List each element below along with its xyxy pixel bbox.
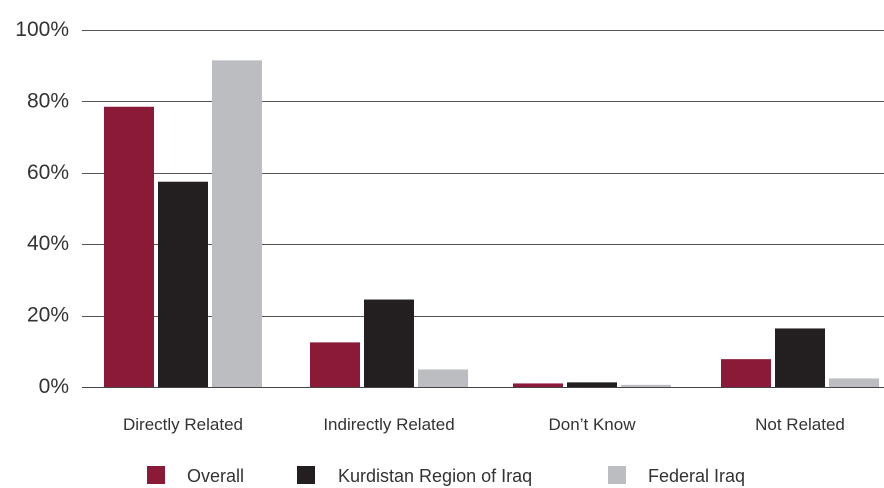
x-category-label: Indirectly Related [323,415,454,434]
x-category-label: Directly Related [123,415,243,434]
bar-overall [513,383,563,387]
y-tick-label: 80% [27,89,69,112]
legend-swatch [608,466,626,484]
legend-label: Overall [187,466,244,486]
bars [104,60,879,387]
bar-federal-iraq [212,60,262,387]
bar-federal-iraq [829,378,879,387]
legend: Overall Kurdistan Region of Iraq Federal I… [147,466,745,486]
bar-kurdistan-region-of-iraq [364,299,414,387]
legend-label: Federal Iraq [648,466,745,486]
y-tick-label: 0% [39,375,69,398]
legend-label: Kurdistan Region of Iraq [338,466,532,486]
y-axis-ticks: 0% 20% 40% 60% 80% 100% [15,18,69,398]
bar-overall [310,342,360,387]
y-tick-label: 40% [27,232,69,255]
bar-kurdistan-region-of-iraq [158,181,208,387]
legend-swatch [297,466,315,484]
y-tick-label: 60% [27,161,69,184]
y-tick-label: 20% [27,304,69,327]
bar-overall [104,106,154,387]
bar-kurdistan-region-of-iraq [775,328,825,387]
bar-federal-iraq [418,369,468,387]
legend-swatch [147,466,165,484]
y-tick-label: 100% [15,18,69,41]
x-category-label: Not Related [755,415,845,434]
bar-kurdistan-region-of-iraq [567,382,617,387]
bar-federal-iraq [621,384,671,387]
x-axis-categories: Directly Related Indirectly Related Don’t … [123,415,845,434]
x-category-label: Don’t Know [549,415,637,434]
bar-overall [721,359,771,387]
